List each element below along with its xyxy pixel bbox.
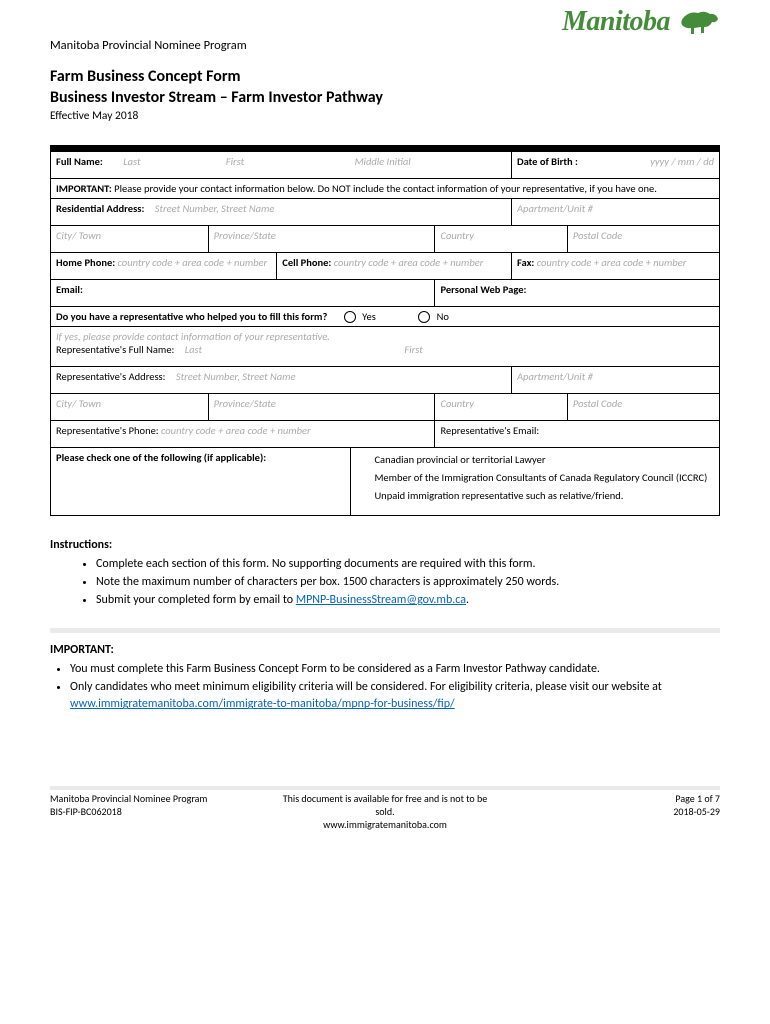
manitoba-logo: Manitoba — [562, 6, 720, 38]
footer: Manitoba Provincial Nominee Program BIS-… — [50, 792, 720, 831]
dob-label: Date of Birth : — [517, 155, 578, 168]
cell-phone-label: Cell Phone: — [282, 256, 331, 269]
rep-prov-placeholder: Province/State — [214, 397, 276, 410]
postal-placeholder: Postal Code — [573, 229, 622, 242]
apt-placeholder: Apartment/Unit # — [517, 202, 593, 215]
country-placeholder: Country — [440, 229, 473, 242]
res-addr-label: Residential Address: — [56, 202, 144, 215]
footer-r2: 2018-05-29 — [499, 805, 720, 818]
city-placeholder: City/ Town — [56, 229, 101, 242]
home-phone-placeholder: country code + area code + number — [118, 256, 268, 269]
no-radio[interactable] — [418, 311, 430, 323]
footer-l2: BIS-FIP-BC062018 — [50, 805, 271, 818]
light-bar — [50, 628, 720, 633]
rep-country-placeholder: Country — [440, 397, 473, 410]
rep-apt-placeholder: Apartment/Unit # — [517, 370, 593, 383]
prov-placeholder: Province/State — [214, 229, 276, 242]
footer-r1: Page 1 of 7 — [499, 792, 720, 805]
bison-icon — [676, 7, 720, 37]
rep-postal-placeholder: Postal Code — [573, 397, 622, 410]
ifyes-text: If yes, please provide contact informati… — [56, 330, 714, 343]
rep-city-placeholder: City/ Town — [56, 397, 101, 410]
email-label: Email: — [56, 283, 83, 296]
rep-phone-label: Representative's Phone: — [56, 424, 159, 437]
check-opt-1: Canadian provincial or territorial Lawye… — [374, 451, 714, 469]
important-1: You must complete this Farm Business Con… — [70, 661, 720, 678]
yes-label: Yes — [362, 310, 376, 323]
mi-placeholder: Middle Initial — [355, 155, 411, 168]
footer-l1: Manitoba Provincial Nominee Program — [50, 792, 271, 805]
logo-text: Manitoba — [562, 6, 670, 38]
instructions-title: Instructions: — [50, 538, 720, 552]
rep-last-placeholder: Last — [185, 343, 202, 356]
rep-street-placeholder: Street Number, Street Name — [176, 370, 296, 383]
instruction-2: Note the maximum number of characters pe… — [96, 574, 720, 591]
instruction-3: Submit your completed form by email to M… — [96, 592, 720, 609]
fax-placeholder: country code + area code + number — [537, 256, 687, 269]
form-title-1: Farm Business Concept Form — [50, 67, 562, 86]
check-opt-3: Unpaid immigration representative such a… — [374, 487, 714, 505]
dob-placeholder: yyyy / mm / dd — [650, 155, 714, 168]
program-name: Manitoba Provincial Nominee Program — [50, 38, 562, 53]
street-placeholder: Street Number, Street Name — [155, 202, 275, 215]
footer-line — [50, 786, 720, 790]
home-phone-label: Home Phone: — [56, 256, 115, 269]
instructions-list: Complete each section of this form. No s… — [50, 556, 720, 610]
yes-radio[interactable] — [344, 311, 356, 323]
rep-addr-label: Representative's Address: — [56, 370, 165, 383]
fax-label: Fax: — [517, 256, 534, 269]
rep-first-placeholder: First — [404, 343, 422, 356]
form-title-2: Business Investor Stream – Farm Investor… — [50, 88, 562, 107]
important-2: Only candidates who meet minimum eligibi… — [70, 679, 720, 714]
important-list: You must complete this Farm Business Con… — [50, 661, 720, 714]
website-link[interactable]: www.immigratemanitoba.com/immigrate-to-m… — [70, 697, 455, 711]
web-label: Personal Web Page: — [440, 283, 526, 296]
effective-date: Effective May 2018 — [50, 109, 562, 123]
rep-phone-placeholder: country code + area code + number — [161, 424, 311, 437]
last-placeholder: Last — [123, 155, 140, 168]
check-opt-2: Member of the Immigration Consultants of… — [374, 469, 714, 487]
important-label: IMPORTANT: — [56, 182, 112, 195]
fullname-label: Full Name: — [56, 155, 103, 168]
rep-email-label: Representative's Email: — [440, 424, 539, 437]
footer-c1: This document is available for free and … — [274, 792, 495, 818]
cell-phone-placeholder: country code + area code + number — [334, 256, 484, 269]
form-table: Full Name: Last First Middle Initial Dat… — [50, 151, 720, 516]
check-label: Please check one of the following (if ap… — [56, 451, 266, 464]
instruction-1: Complete each section of this form. No s… — [96, 556, 720, 573]
first-placeholder: First — [226, 155, 244, 168]
important-title: IMPORTANT: — [50, 643, 720, 657]
important-text: Please provide your contact information … — [112, 182, 657, 195]
rep-question: Do you have a representative who helped … — [56, 310, 327, 323]
no-label: No — [437, 310, 449, 323]
rep-name-label: Representative's Full Name: — [56, 343, 174, 356]
email-link[interactable]: MPNP-BusinessStream@gov.mb.ca — [296, 593, 466, 607]
footer-c2: www.immigratemanitoba.com — [274, 818, 495, 831]
